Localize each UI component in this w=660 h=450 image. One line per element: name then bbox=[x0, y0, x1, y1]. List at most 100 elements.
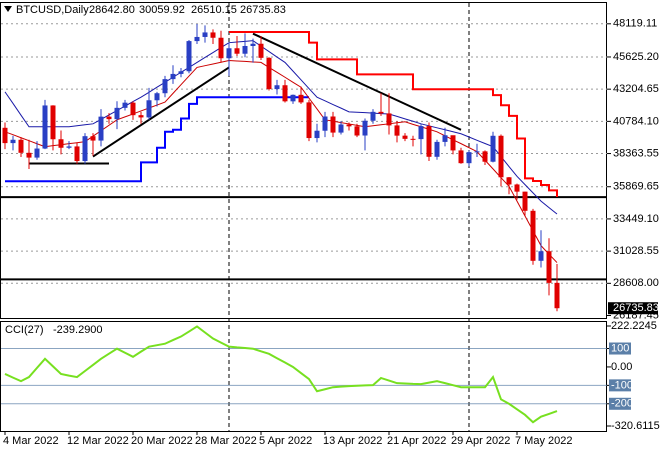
candle-body bbox=[186, 41, 192, 72]
candle-body bbox=[362, 120, 368, 136]
y-tick-label: 222.2245 bbox=[611, 320, 657, 332]
candle-body bbox=[66, 146, 72, 148]
candle-body bbox=[514, 184, 520, 192]
candle-body bbox=[74, 146, 80, 162]
candle-body bbox=[482, 151, 488, 162]
candle-body bbox=[426, 126, 432, 157]
candle-body bbox=[346, 124, 352, 127]
candle-body bbox=[250, 43, 256, 47]
x-tick-label: 12 Mar 2022 bbox=[67, 435, 129, 447]
indicator-line bbox=[229, 31, 558, 197]
candle-body bbox=[218, 37, 224, 59]
y-tick-label: 40784.10 bbox=[613, 115, 659, 127]
candle-body bbox=[130, 102, 136, 116]
level-label-box bbox=[609, 397, 631, 410]
candle-body bbox=[266, 57, 272, 90]
candle-body bbox=[26, 152, 32, 158]
x-tick-label: 21 Apr 2022 bbox=[387, 435, 446, 447]
y-tick-label: -200 bbox=[611, 398, 633, 410]
candle-body bbox=[106, 116, 112, 120]
candle-body bbox=[18, 139, 24, 153]
candle-body bbox=[122, 102, 128, 108]
candle-body bbox=[298, 94, 304, 103]
candle-body bbox=[466, 152, 472, 164]
candle-body bbox=[442, 135, 448, 142]
candle-body bbox=[394, 125, 400, 136]
candle-body bbox=[458, 150, 464, 164]
candle-body bbox=[42, 105, 48, 149]
indicator-line bbox=[4, 59, 558, 263]
candle-body bbox=[114, 107, 120, 120]
price-panel bbox=[0, 2, 607, 319]
candle-body bbox=[34, 148, 40, 158]
x-tick-label: 5 Apr 2022 bbox=[259, 435, 312, 447]
candle-body bbox=[226, 48, 232, 59]
candle-body bbox=[2, 127, 8, 144]
candle-body bbox=[82, 136, 88, 162]
candle-body bbox=[322, 116, 328, 131]
x-tick-label: 7 May 2022 bbox=[515, 435, 572, 447]
candle-body bbox=[154, 93, 160, 101]
candle-body bbox=[538, 251, 544, 261]
candle-body bbox=[146, 100, 152, 118]
candle-body bbox=[274, 85, 280, 90]
y-tick-label: -320.6115 bbox=[611, 420, 660, 432]
candle-body bbox=[386, 113, 392, 126]
candle-body bbox=[162, 79, 168, 94]
close-label: 26735.83 bbox=[240, 4, 286, 16]
candle-body bbox=[418, 126, 424, 140]
y-tick-label: 38363.55 bbox=[613, 147, 659, 159]
indicator-value: -239.2900 bbox=[53, 324, 103, 336]
candle-body bbox=[194, 36, 200, 42]
candle-body bbox=[498, 135, 504, 178]
price-label: 26735.83 bbox=[613, 302, 659, 314]
cci-panel bbox=[0, 321, 607, 432]
y-tick-label: 100 bbox=[611, 342, 629, 354]
candle-body bbox=[522, 191, 528, 211]
candle-body bbox=[474, 151, 480, 153]
candle-body bbox=[10, 139, 16, 144]
trendline bbox=[92, 66, 230, 158]
level-label-box bbox=[609, 379, 631, 392]
candle-body bbox=[290, 94, 296, 102]
candle-body bbox=[202, 32, 208, 37]
candle-body bbox=[338, 124, 344, 133]
trendline bbox=[252, 32, 462, 131]
candle-body bbox=[410, 138, 416, 140]
candle-body bbox=[234, 48, 240, 54]
candle-body bbox=[50, 105, 56, 140]
level-label-box bbox=[609, 342, 631, 355]
indicator-title: CCI(27) bbox=[5, 324, 44, 336]
candle-body bbox=[306, 102, 312, 139]
x-tick-label: 20 Mar 2022 bbox=[131, 435, 193, 447]
candle-body bbox=[546, 251, 552, 283]
candle-body bbox=[58, 139, 64, 148]
y-tick-label: 45625.20 bbox=[613, 51, 659, 63]
indicator-line bbox=[4, 40, 558, 215]
candle-body bbox=[258, 43, 264, 58]
candle-body bbox=[314, 130, 320, 139]
candle-body bbox=[330, 116, 336, 133]
x-tick-label: 13 Apr 2022 bbox=[323, 435, 382, 447]
candle-body bbox=[98, 116, 104, 141]
x-tick-label: 28 Mar 2022 bbox=[195, 435, 257, 447]
y-tick-label: 31028.55 bbox=[613, 245, 659, 257]
y-tick-label: -100 bbox=[611, 379, 633, 391]
price-label: 26187.45 bbox=[613, 309, 659, 321]
y-tick-label: 0.00 bbox=[611, 361, 632, 373]
candle-body bbox=[530, 210, 536, 261]
candle-body bbox=[378, 111, 384, 114]
y-tick-label: 43204.65 bbox=[613, 83, 659, 95]
y-tick-label: 33449.10 bbox=[613, 213, 659, 225]
candle-body bbox=[506, 177, 512, 185]
candle-body bbox=[210, 32, 216, 38]
high-label: 30059.92 bbox=[139, 4, 185, 16]
candle-body bbox=[354, 126, 360, 136]
candle-body bbox=[434, 141, 440, 157]
candle-body bbox=[90, 136, 96, 141]
candle-body bbox=[402, 135, 408, 139]
price-label-box bbox=[608, 302, 658, 315]
indicator-line bbox=[5, 96, 309, 183]
